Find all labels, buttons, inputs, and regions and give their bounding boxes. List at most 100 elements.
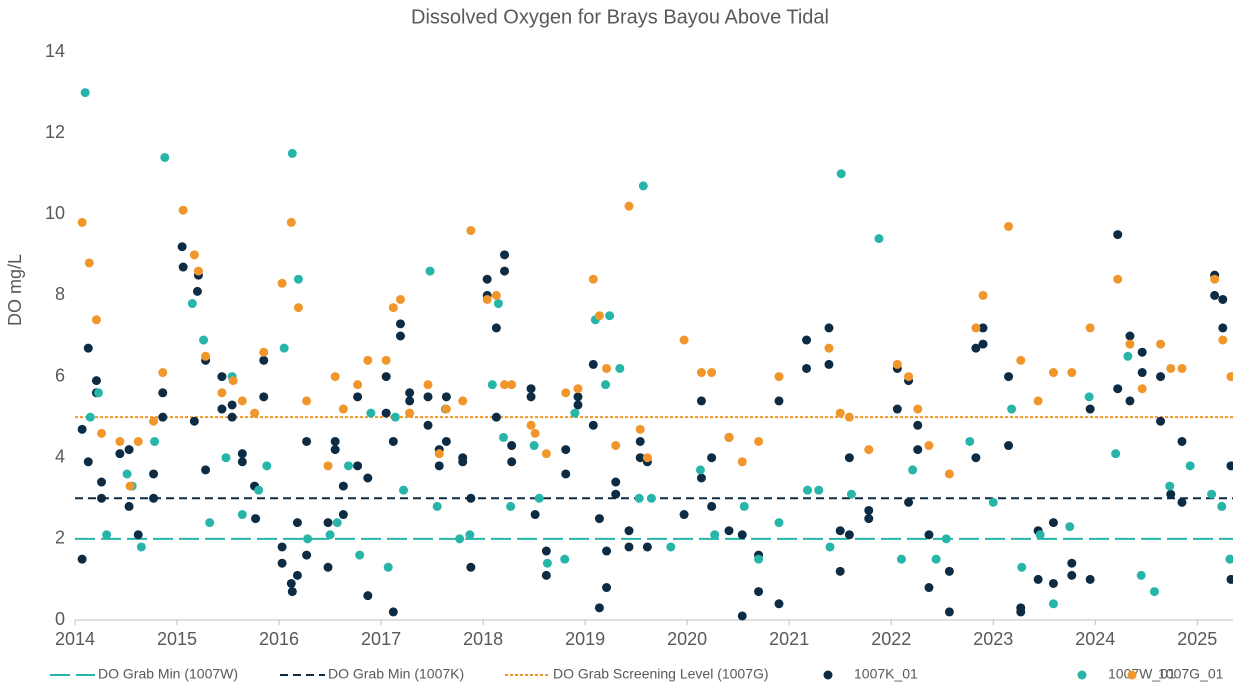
legend-marker [823, 670, 833, 680]
data-point [1065, 522, 1075, 532]
data-point [228, 376, 238, 386]
data-point [844, 453, 854, 463]
data-point [458, 457, 468, 467]
data-point [971, 453, 981, 463]
data-point [466, 226, 476, 236]
data-point [1067, 368, 1077, 378]
data-point [526, 392, 536, 402]
data-point [77, 554, 87, 564]
data-point [754, 436, 764, 446]
data-point [978, 290, 988, 300]
data-point [455, 534, 465, 544]
data-point [874, 234, 884, 244]
data-point [1210, 274, 1220, 284]
data-point [1137, 347, 1147, 357]
data-point [924, 441, 934, 451]
data-point [1137, 368, 1147, 378]
data-point [904, 497, 914, 507]
data-point [844, 412, 854, 422]
data-point [199, 335, 209, 345]
legend-marker [1127, 670, 1137, 680]
data-point [149, 416, 159, 426]
data-point [405, 408, 415, 418]
data-point [646, 493, 656, 503]
legend-label: DO Grab Min (1007K) [328, 666, 464, 682]
data-point [1033, 574, 1043, 584]
data-point [292, 518, 302, 528]
data-point [395, 331, 405, 341]
data-point [526, 420, 536, 430]
data-point [836, 169, 846, 179]
data-point [611, 441, 621, 451]
y-tick-label: 6 [55, 365, 65, 385]
data-point [944, 469, 954, 479]
data-point [913, 445, 923, 455]
data-point [77, 424, 87, 434]
data-point [737, 611, 747, 621]
data-point [441, 436, 451, 446]
y-tick-label: 8 [55, 284, 65, 304]
data-point [1136, 570, 1146, 580]
data-point [363, 355, 373, 365]
x-tick-label: 2024 [1075, 629, 1115, 649]
y-tick-label: 14 [45, 41, 65, 61]
data-point [1004, 372, 1014, 382]
data-point [724, 432, 734, 442]
data-point [611, 489, 621, 499]
data-point [97, 493, 107, 503]
data-point [541, 449, 551, 459]
data-point [97, 477, 107, 487]
data-point [124, 445, 134, 455]
data-point [892, 404, 902, 414]
data-point [944, 607, 954, 617]
data-point [666, 542, 676, 552]
data-point [425, 266, 435, 276]
data-point [338, 481, 348, 491]
data-point [133, 436, 143, 446]
data-point [588, 359, 598, 369]
data-point [487, 380, 497, 390]
data-point [624, 201, 634, 211]
x-tick-label: 2016 [259, 629, 299, 649]
data-point [507, 457, 517, 467]
data-point [1226, 461, 1233, 471]
data-point [573, 384, 583, 394]
data-point [482, 294, 492, 304]
data-point [262, 461, 272, 471]
data-point [526, 384, 536, 394]
data-point [363, 473, 373, 483]
data-point [1185, 461, 1195, 471]
data-point [292, 570, 302, 580]
data-point [1048, 578, 1058, 588]
data-point [254, 485, 264, 495]
data-point [602, 363, 612, 373]
data-point [1007, 404, 1017, 414]
data-point [178, 205, 188, 215]
data-point [754, 554, 764, 564]
data-point [149, 469, 159, 479]
data-point [237, 396, 247, 406]
data-point [91, 315, 101, 325]
data-point [1085, 323, 1095, 333]
legend-label: 1007W_01 [1108, 666, 1176, 682]
data-point [160, 152, 170, 162]
data-point [353, 392, 363, 402]
data-point [353, 461, 363, 471]
data-point [332, 518, 342, 528]
data-point [1035, 530, 1045, 540]
data-point [944, 566, 954, 576]
data-point [259, 355, 269, 365]
data-point [133, 530, 143, 540]
data-point [864, 514, 874, 524]
data-point [1113, 384, 1123, 394]
data-point [286, 578, 296, 588]
data-point [507, 380, 517, 390]
data-point [1156, 339, 1166, 349]
data-point [323, 461, 333, 471]
data-point [601, 380, 611, 390]
data-point [251, 514, 261, 524]
data-point [1226, 372, 1233, 382]
data-point [739, 501, 749, 511]
data-point [149, 493, 159, 503]
